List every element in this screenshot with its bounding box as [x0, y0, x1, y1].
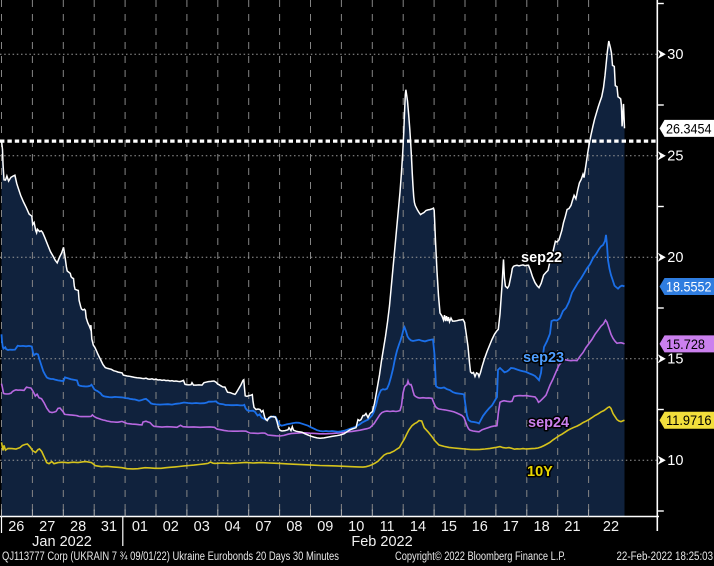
svg-text:Jan 2022: Jan 2022	[32, 534, 92, 550]
svg-text:Feb 2022: Feb 2022	[351, 534, 412, 550]
svg-text:sep22: sep22	[521, 250, 562, 266]
svg-text:01: 01	[132, 519, 148, 535]
svg-text:26.3454: 26.3454	[666, 121, 712, 136]
svg-text:26: 26	[8, 519, 24, 535]
svg-text:09: 09	[317, 519, 333, 535]
svg-text:15: 15	[441, 519, 457, 535]
svg-text:10: 10	[348, 519, 364, 535]
svg-text:15.728: 15.728	[666, 337, 705, 352]
svg-text:22-Feb-2022 18:25:03: 22-Feb-2022 18:25:03	[617, 551, 714, 563]
svg-text:28: 28	[70, 519, 86, 535]
svg-text:22: 22	[603, 519, 619, 535]
svg-text:31: 31	[101, 519, 117, 535]
svg-text:21: 21	[564, 519, 580, 535]
svg-text:04: 04	[225, 519, 241, 535]
svg-text:11.9716: 11.9716	[666, 413, 712, 428]
svg-text:27: 27	[39, 519, 55, 535]
svg-text:Copyright© 2022 Bloomberg Fina: Copyright© 2022 Bloomberg Finance L.P.	[395, 551, 566, 563]
svg-text:sep23: sep23	[523, 350, 564, 366]
svg-text:QJ113777 Corp (UKRAIN 7 ¾ 09/0: QJ113777 Corp (UKRAIN 7 ¾ 09/01/22) Ukra…	[2, 551, 339, 563]
svg-text:15: 15	[667, 352, 683, 368]
svg-text:18: 18	[534, 519, 550, 535]
svg-text:30: 30	[667, 47, 683, 63]
svg-text:17: 17	[503, 519, 519, 535]
svg-text:20: 20	[667, 250, 683, 266]
svg-text:16: 16	[472, 519, 488, 535]
svg-text:02: 02	[163, 519, 179, 535]
svg-text:25: 25	[667, 149, 683, 165]
svg-text:07: 07	[255, 519, 271, 535]
svg-text:18.5552: 18.5552	[666, 280, 712, 295]
svg-text:14: 14	[410, 519, 426, 535]
svg-text:10Y: 10Y	[527, 464, 553, 480]
svg-text:11: 11	[380, 519, 395, 535]
svg-text:sep24: sep24	[528, 415, 569, 431]
svg-text:08: 08	[286, 519, 302, 535]
svg-text:03: 03	[194, 519, 210, 535]
svg-text:10: 10	[667, 453, 683, 469]
